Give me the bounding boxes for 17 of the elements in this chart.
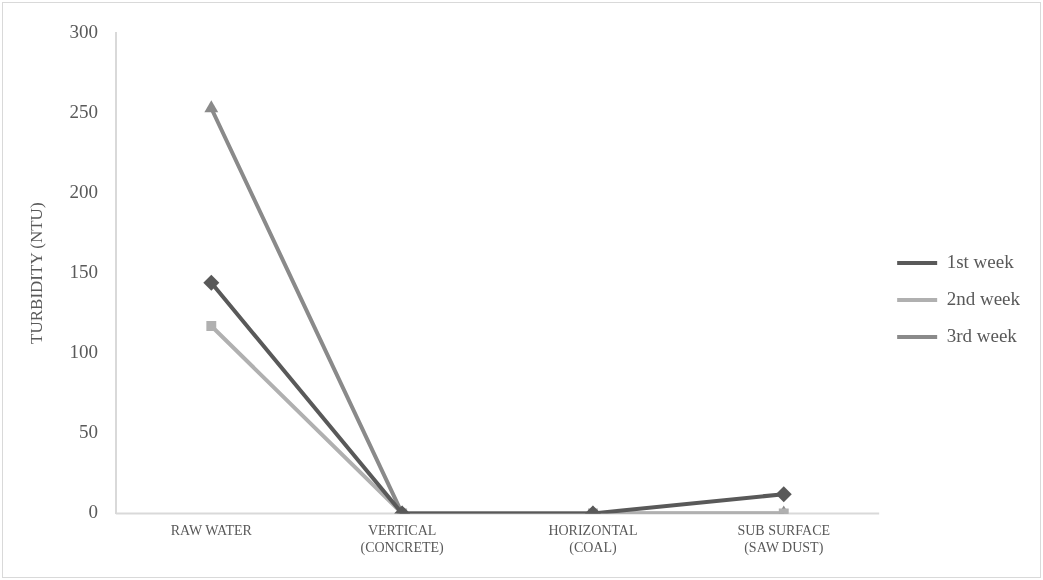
legend-label: 3rd week	[946, 324, 1018, 346]
y-tick-label: 250	[69, 101, 98, 123]
y-tick-label: 300	[69, 20, 98, 42]
point	[203, 274, 220, 291]
legend-label: 2nd week	[946, 287, 1021, 309]
x-tick-label: RAW WATER	[170, 523, 253, 539]
legend-label: 1st week	[946, 250, 1015, 272]
y-tick-label: 150	[69, 261, 98, 283]
y-tick-label: 50	[78, 421, 98, 443]
x-tick-label: VERTICAL (CONCRETE)	[360, 523, 445, 557]
y-tick-label: 200	[69, 181, 98, 203]
y-axis-title: TURBIDITY (NTU)	[26, 202, 46, 344]
x-tick-label: SUB SURFACE (SAW DUST)	[737, 523, 831, 557]
y-tick-label: 100	[69, 341, 98, 363]
x-tick-label: HORIZONTAL (COAL)	[548, 523, 638, 557]
point	[206, 321, 217, 331]
y-tick-label: 0	[88, 501, 98, 523]
